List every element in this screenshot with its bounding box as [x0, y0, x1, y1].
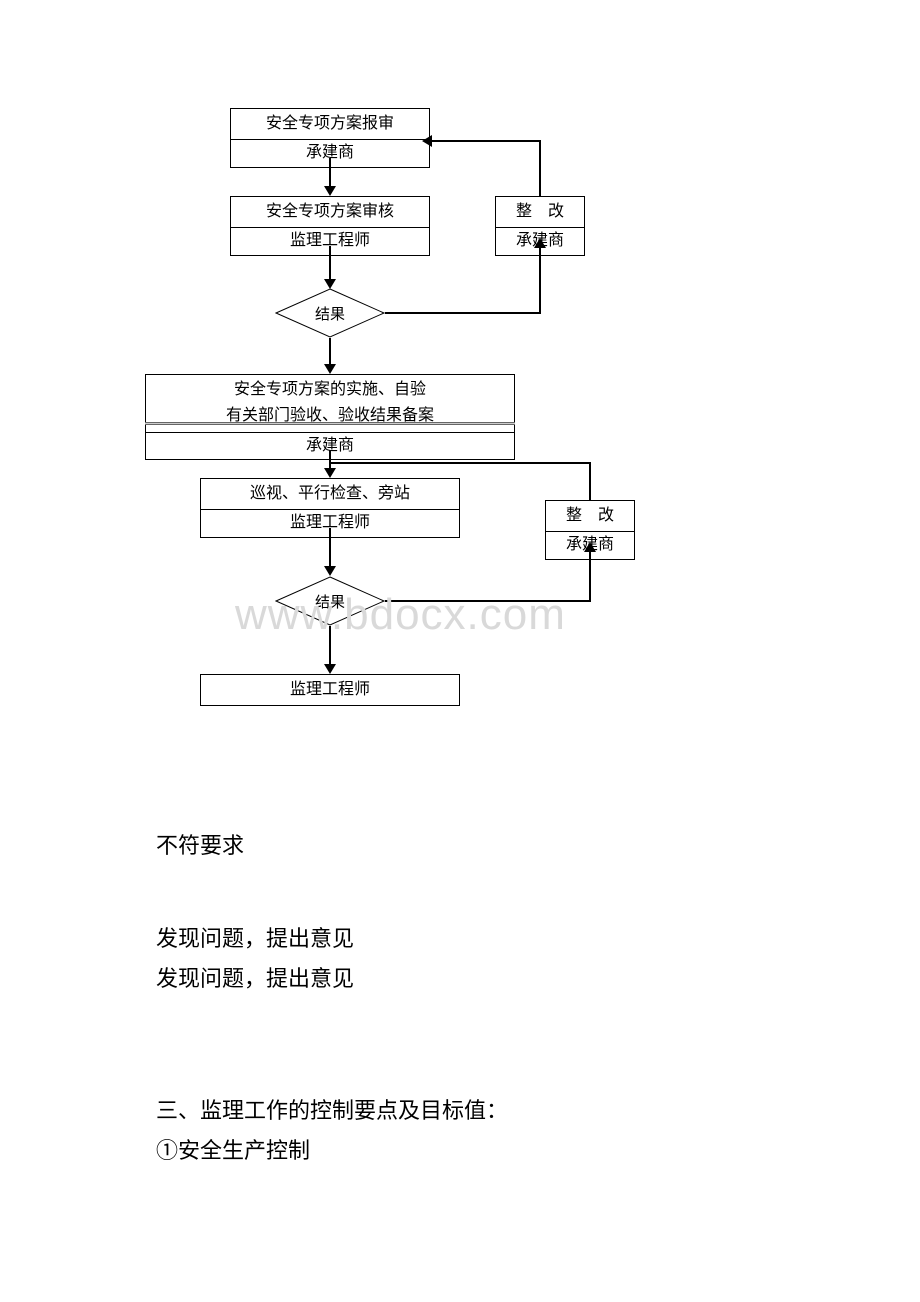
- arrow-head: [534, 238, 546, 248]
- flowchart-container: 安全专项方案报审 承建商 安全专项方案审核 监理工程师 整 改 承建商 结果 安…: [145, 100, 765, 750]
- arrow-head: [324, 664, 336, 674]
- paragraph-1: 不符要求: [156, 825, 244, 867]
- node-implement: 安全专项方案的实施、自验 有关部门验收、验收结果备案 承建商: [145, 374, 515, 460]
- arrow-head: [324, 468, 336, 478]
- paragraph-2: 发现问题，提出意见: [156, 918, 354, 960]
- connector: [329, 450, 331, 470]
- connector: [430, 140, 541, 142]
- node-title: 巡视、平行检查、旁站: [201, 479, 459, 510]
- node-title: 整 改: [546, 501, 634, 532]
- arrow-head: [324, 364, 336, 374]
- connector: [329, 338, 331, 366]
- paragraph-5: ①安全生产控制: [156, 1130, 310, 1172]
- connector: [329, 246, 331, 281]
- diamond-label: 结果: [275, 288, 385, 338]
- node-line2: 有关部门验收、验收结果备案: [146, 405, 514, 432]
- connector: [589, 550, 591, 602]
- connector: [539, 140, 541, 196]
- arrow-head: [584, 542, 596, 552]
- node-title: 监理工程师: [201, 675, 459, 705]
- connector: [329, 528, 331, 568]
- node-title: 安全专项方案报审: [231, 109, 429, 140]
- divider-double: [145, 422, 515, 425]
- node-title: 整 改: [496, 197, 584, 228]
- decision-result-1: 结果: [275, 288, 385, 338]
- node-line1: 安全专项方案的实施、自验: [146, 375, 514, 405]
- connector: [539, 246, 541, 314]
- arrow-head: [422, 135, 432, 147]
- arrow-head: [324, 186, 336, 196]
- watermark-text: www.bdocx.com: [235, 590, 566, 640]
- connector: [331, 462, 591, 464]
- connector: [589, 462, 591, 500]
- paragraph-4: 三、监理工作的控制要点及目标值：: [156, 1090, 508, 1132]
- arrow-head: [324, 566, 336, 576]
- node-title: 安全专项方案审核: [231, 197, 429, 228]
- connector: [329, 158, 331, 188]
- paragraph-3: 发现问题，提出意见: [156, 958, 354, 1000]
- connector: [385, 312, 541, 314]
- node-supervisor: 监理工程师: [200, 674, 460, 706]
